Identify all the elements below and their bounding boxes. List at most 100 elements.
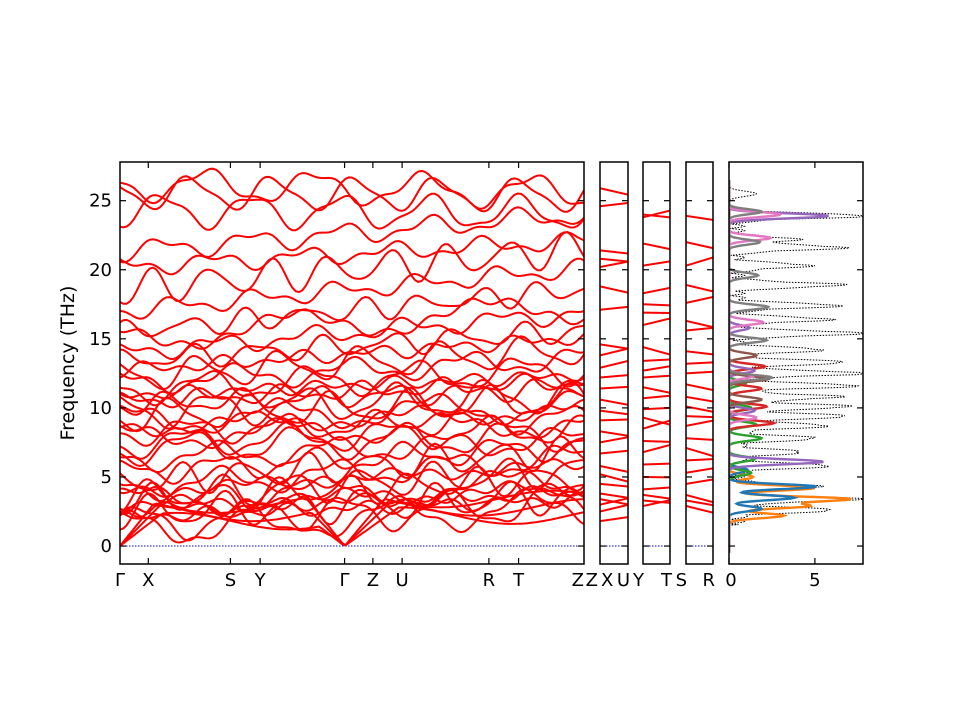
band-line <box>600 482 628 488</box>
dos-series-line <box>729 180 784 553</box>
band-line <box>686 283 713 293</box>
band-line <box>120 458 584 498</box>
band-line <box>600 187 628 196</box>
dos-series-line <box>729 180 863 553</box>
path-label: T <box>512 570 525 591</box>
band-line <box>600 398 628 406</box>
dos-series-line <box>729 180 775 553</box>
band-line <box>120 175 584 213</box>
band-line <box>643 499 670 507</box>
band-line <box>600 473 628 483</box>
band-line <box>120 257 584 320</box>
band-line <box>120 167 584 210</box>
band-line <box>643 260 670 267</box>
band-line <box>643 286 670 295</box>
band-line <box>600 347 628 357</box>
band-line <box>686 296 713 304</box>
dos-series-line <box>729 180 778 553</box>
band-line <box>686 437 713 441</box>
panel-frame <box>685 161 714 565</box>
y-tick-label: 15 <box>89 329 112 350</box>
band-line <box>643 493 670 500</box>
band-line <box>686 241 713 250</box>
band-line <box>686 361 713 365</box>
path-label: Γ <box>340 570 350 591</box>
band-line <box>643 486 670 491</box>
band-line <box>686 214 713 221</box>
band-line <box>600 359 628 369</box>
path-label: Γ <box>115 570 125 591</box>
band-lines <box>120 167 584 547</box>
dos-x-tick-label: 0 <box>725 570 736 591</box>
band-line <box>600 464 628 473</box>
band-line <box>120 498 584 547</box>
path-label: Z <box>572 570 584 591</box>
band-line <box>643 213 670 219</box>
band-line <box>600 202 628 208</box>
band-line <box>686 326 713 332</box>
band-line <box>686 256 713 267</box>
path-label: U <box>396 570 409 591</box>
segment-3-lines <box>686 214 713 547</box>
band-line <box>120 488 584 544</box>
path-label: Z <box>367 570 379 591</box>
band-line <box>120 206 584 264</box>
band-line <box>643 443 670 454</box>
band-line <box>643 242 670 251</box>
band-line <box>120 378 584 416</box>
band-line <box>120 411 584 450</box>
band-line <box>686 419 713 427</box>
band-line <box>600 449 628 455</box>
band-line <box>686 458 713 462</box>
dos-lines <box>729 180 863 553</box>
band-line <box>600 409 628 416</box>
path-label: Y <box>254 570 267 591</box>
dos-series-line <box>729 180 817 553</box>
band-line <box>600 249 628 255</box>
path-label: R <box>483 570 496 591</box>
y-tick-label: 10 <box>89 398 112 419</box>
path-label: S <box>676 570 687 591</box>
band-line <box>600 498 628 506</box>
band-line <box>643 499 670 504</box>
band-line <box>120 320 584 368</box>
band-line <box>686 478 713 485</box>
band-line <box>600 492 628 499</box>
band-line <box>120 480 584 531</box>
y-tick-label: 20 <box>89 260 112 281</box>
band-line <box>600 257 628 263</box>
path-label: X <box>601 570 613 591</box>
band-line <box>643 209 670 219</box>
band-line <box>600 503 628 513</box>
band-line <box>120 371 584 400</box>
band-line <box>120 480 584 517</box>
band-line <box>120 231 584 305</box>
band-line <box>120 398 584 438</box>
path-label: S <box>225 570 236 591</box>
band-line <box>686 499 713 507</box>
band-line <box>600 374 628 379</box>
band-line <box>600 516 628 523</box>
band-line <box>643 440 670 443</box>
panel-frame <box>599 161 629 565</box>
panel-frame <box>728 161 864 565</box>
path-label: Y <box>632 570 645 591</box>
band-line <box>643 394 670 400</box>
dos-series-line <box>729 180 852 553</box>
band-line <box>120 390 584 434</box>
band-line <box>643 419 670 430</box>
segment-2-lines <box>643 209 670 547</box>
band-line <box>686 505 713 514</box>
path-label: R <box>702 570 715 591</box>
path-label: X <box>142 570 154 591</box>
band-line <box>686 447 713 457</box>
band-line <box>120 335 584 391</box>
band-line <box>643 303 670 307</box>
path-label: U <box>617 570 630 591</box>
band-line <box>643 416 670 426</box>
band-line <box>120 444 584 503</box>
band-line <box>686 370 713 375</box>
band-line <box>120 405 584 447</box>
band-line <box>120 487 584 542</box>
